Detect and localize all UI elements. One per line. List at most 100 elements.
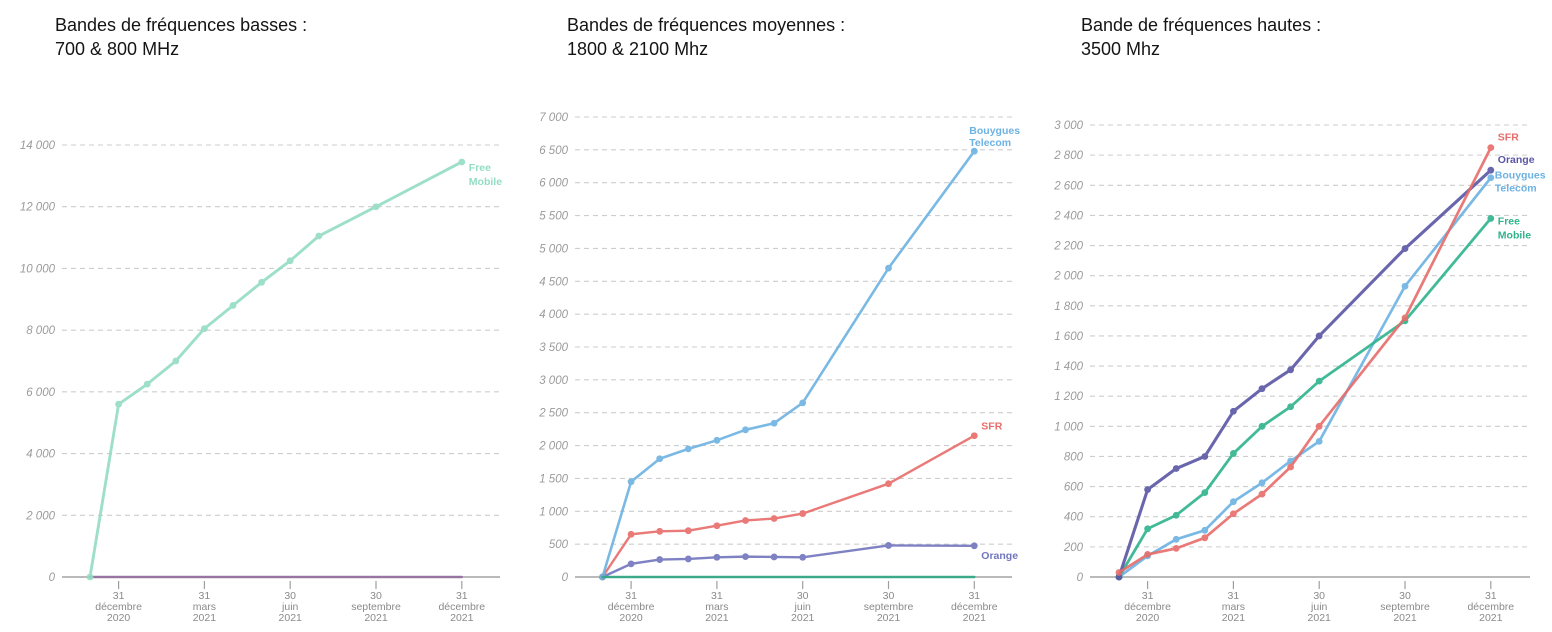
svg-text:juin: juin xyxy=(1310,601,1328,613)
svg-text:6 000: 6 000 xyxy=(539,178,568,190)
svg-text:juin: juin xyxy=(281,601,299,613)
svg-text:3 000: 3 000 xyxy=(539,375,568,387)
svg-text:800: 800 xyxy=(1064,451,1084,463)
series-label-free-mobile: Free Mobile xyxy=(469,162,502,188)
gridlines xyxy=(62,144,500,516)
svg-text:1 000: 1 000 xyxy=(1054,421,1083,433)
svg-text:septembre: septembre xyxy=(351,601,401,613)
chart-title-line: 700 & 800 MHz xyxy=(55,39,180,59)
svg-text:2021: 2021 xyxy=(279,612,303,624)
svg-text:31: 31 xyxy=(625,590,637,602)
svg-text:30: 30 xyxy=(284,590,296,602)
svg-text:0: 0 xyxy=(1077,572,1084,584)
svg-text:SFR: SFR xyxy=(1498,132,1519,144)
svg-text:2021: 2021 xyxy=(1308,612,1332,624)
svg-text:6 500: 6 500 xyxy=(539,145,568,157)
x-axis: 31décembre202031mars202130juin202130sept… xyxy=(1090,576,1530,624)
svg-text:décembre: décembre xyxy=(438,601,485,613)
series-orange xyxy=(599,542,978,581)
svg-text:2020: 2020 xyxy=(619,612,643,624)
chart-high-bands: Bande de fréquences hautes : 3500 Mhz 0 2… xyxy=(1034,0,1552,632)
svg-text:Mobile: Mobile xyxy=(1498,229,1531,241)
chart-title-line: Bande de fréquences hautes : xyxy=(1081,15,1322,35)
series-free-mobile xyxy=(1115,215,1495,581)
svg-text:Orange: Orange xyxy=(1498,154,1535,166)
svg-text:0: 0 xyxy=(562,572,569,584)
svg-text:6 000: 6 000 xyxy=(26,387,55,399)
svg-text:31: 31 xyxy=(1142,590,1154,602)
svg-text:5 000: 5 000 xyxy=(539,243,568,255)
chart-high-bands-plot: 0 200 400 600 800 1 000 1 200 1 400 1 600 1 800 2 … xyxy=(1053,120,1546,624)
svg-text:0: 0 xyxy=(49,572,56,584)
svg-text:Orange: Orange xyxy=(981,550,1018,562)
svg-text:2 800: 2 800 xyxy=(1053,150,1083,162)
svg-text:31: 31 xyxy=(199,590,211,602)
svg-text:14 000: 14 000 xyxy=(20,140,56,152)
svg-text:2020: 2020 xyxy=(1136,612,1160,624)
svg-text:1 600: 1 600 xyxy=(1054,331,1083,343)
svg-text:30: 30 xyxy=(797,590,809,602)
svg-text:500: 500 xyxy=(549,539,569,551)
chart-mid-bands: Bandes de fréquences moyennes : 1800 & 2… xyxy=(517,0,1035,632)
svg-text:2021: 2021 xyxy=(364,612,388,624)
chart-title-line: 1800 & 2100 Mhz xyxy=(567,39,709,59)
y-axis-labels: 0 500 1 000 1 500 2 000 2 500 3 000 3 500 4 000 4… xyxy=(538,112,568,584)
svg-text:31: 31 xyxy=(1228,590,1240,602)
svg-text:2021: 2021 xyxy=(791,612,815,624)
svg-text:décembre: décembre xyxy=(1467,601,1514,613)
svg-text:2021: 2021 xyxy=(1479,612,1503,624)
svg-text:décembre: décembre xyxy=(608,601,655,613)
svg-text:2021: 2021 xyxy=(1393,612,1417,624)
svg-text:1 500: 1 500 xyxy=(539,473,568,485)
svg-text:1 400: 1 400 xyxy=(1054,361,1083,373)
svg-text:Telecom: Telecom xyxy=(969,137,1011,149)
svg-text:2 000: 2 000 xyxy=(1053,271,1083,283)
svg-text:2021: 2021 xyxy=(963,612,987,624)
svg-text:décembre: décembre xyxy=(95,601,142,613)
svg-text:Bouygues: Bouygues xyxy=(969,125,1020,137)
svg-text:Mobile: Mobile xyxy=(469,176,502,188)
svg-text:2 500: 2 500 xyxy=(538,408,568,420)
svg-text:31: 31 xyxy=(711,590,723,602)
svg-text:30: 30 xyxy=(883,590,895,602)
svg-text:400: 400 xyxy=(1064,512,1084,524)
svg-text:2 000: 2 000 xyxy=(538,441,568,453)
svg-text:2021: 2021 xyxy=(877,612,901,624)
gridlines xyxy=(575,116,1012,545)
svg-text:2 400: 2 400 xyxy=(1053,210,1083,222)
svg-text:septembre: septembre xyxy=(864,601,914,613)
x-axis: 31décembre202031mars202130juin202130sept… xyxy=(62,576,500,624)
y-axis-labels: 0 200 400 600 800 1 000 1 200 1 400 1 600 1 800 2 … xyxy=(1053,120,1083,584)
series-bouygues-telecom xyxy=(599,147,978,581)
svg-text:4 000: 4 000 xyxy=(539,309,568,321)
svg-text:30: 30 xyxy=(370,590,382,602)
svg-text:31: 31 xyxy=(1485,590,1497,602)
svg-text:mars: mars xyxy=(193,601,216,613)
svg-text:2 200: 2 200 xyxy=(1053,241,1083,253)
chart-title-line: Bandes de fréquences moyennes : xyxy=(567,15,846,35)
svg-text:5 500: 5 500 xyxy=(539,211,568,223)
svg-text:2020: 2020 xyxy=(107,612,131,624)
svg-text:31: 31 xyxy=(113,590,125,602)
svg-text:Bouygues: Bouygues xyxy=(1495,170,1546,182)
svg-text:30: 30 xyxy=(1313,590,1325,602)
chart-title-high-bands: Bande de fréquences hautes : 3500 Mhz xyxy=(1081,13,1321,61)
svg-text:600: 600 xyxy=(1064,482,1084,494)
svg-text:7 000: 7 000 xyxy=(539,112,568,124)
series-label-orange: Orange xyxy=(1498,154,1535,166)
svg-text:3 000: 3 000 xyxy=(1054,120,1083,132)
chart-low-bands: Bandes de fréquences basses : 700 & 800 … xyxy=(0,0,518,632)
svg-text:31: 31 xyxy=(456,590,468,602)
svg-text:juin: juin xyxy=(794,601,812,613)
y-axis-labels: 0 2 000 4 000 6 000 8 000 10 000 12 000 14 000 xyxy=(20,140,56,584)
svg-text:1 800: 1 800 xyxy=(1054,301,1083,313)
svg-text:31: 31 xyxy=(968,590,980,602)
gridlines xyxy=(1090,124,1530,548)
svg-text:décembre: décembre xyxy=(951,601,998,613)
series-label-free-mobile: Free Mobile xyxy=(1498,215,1531,241)
svg-text:décembre: décembre xyxy=(1124,601,1171,613)
svg-text:4 000: 4 000 xyxy=(26,449,55,461)
